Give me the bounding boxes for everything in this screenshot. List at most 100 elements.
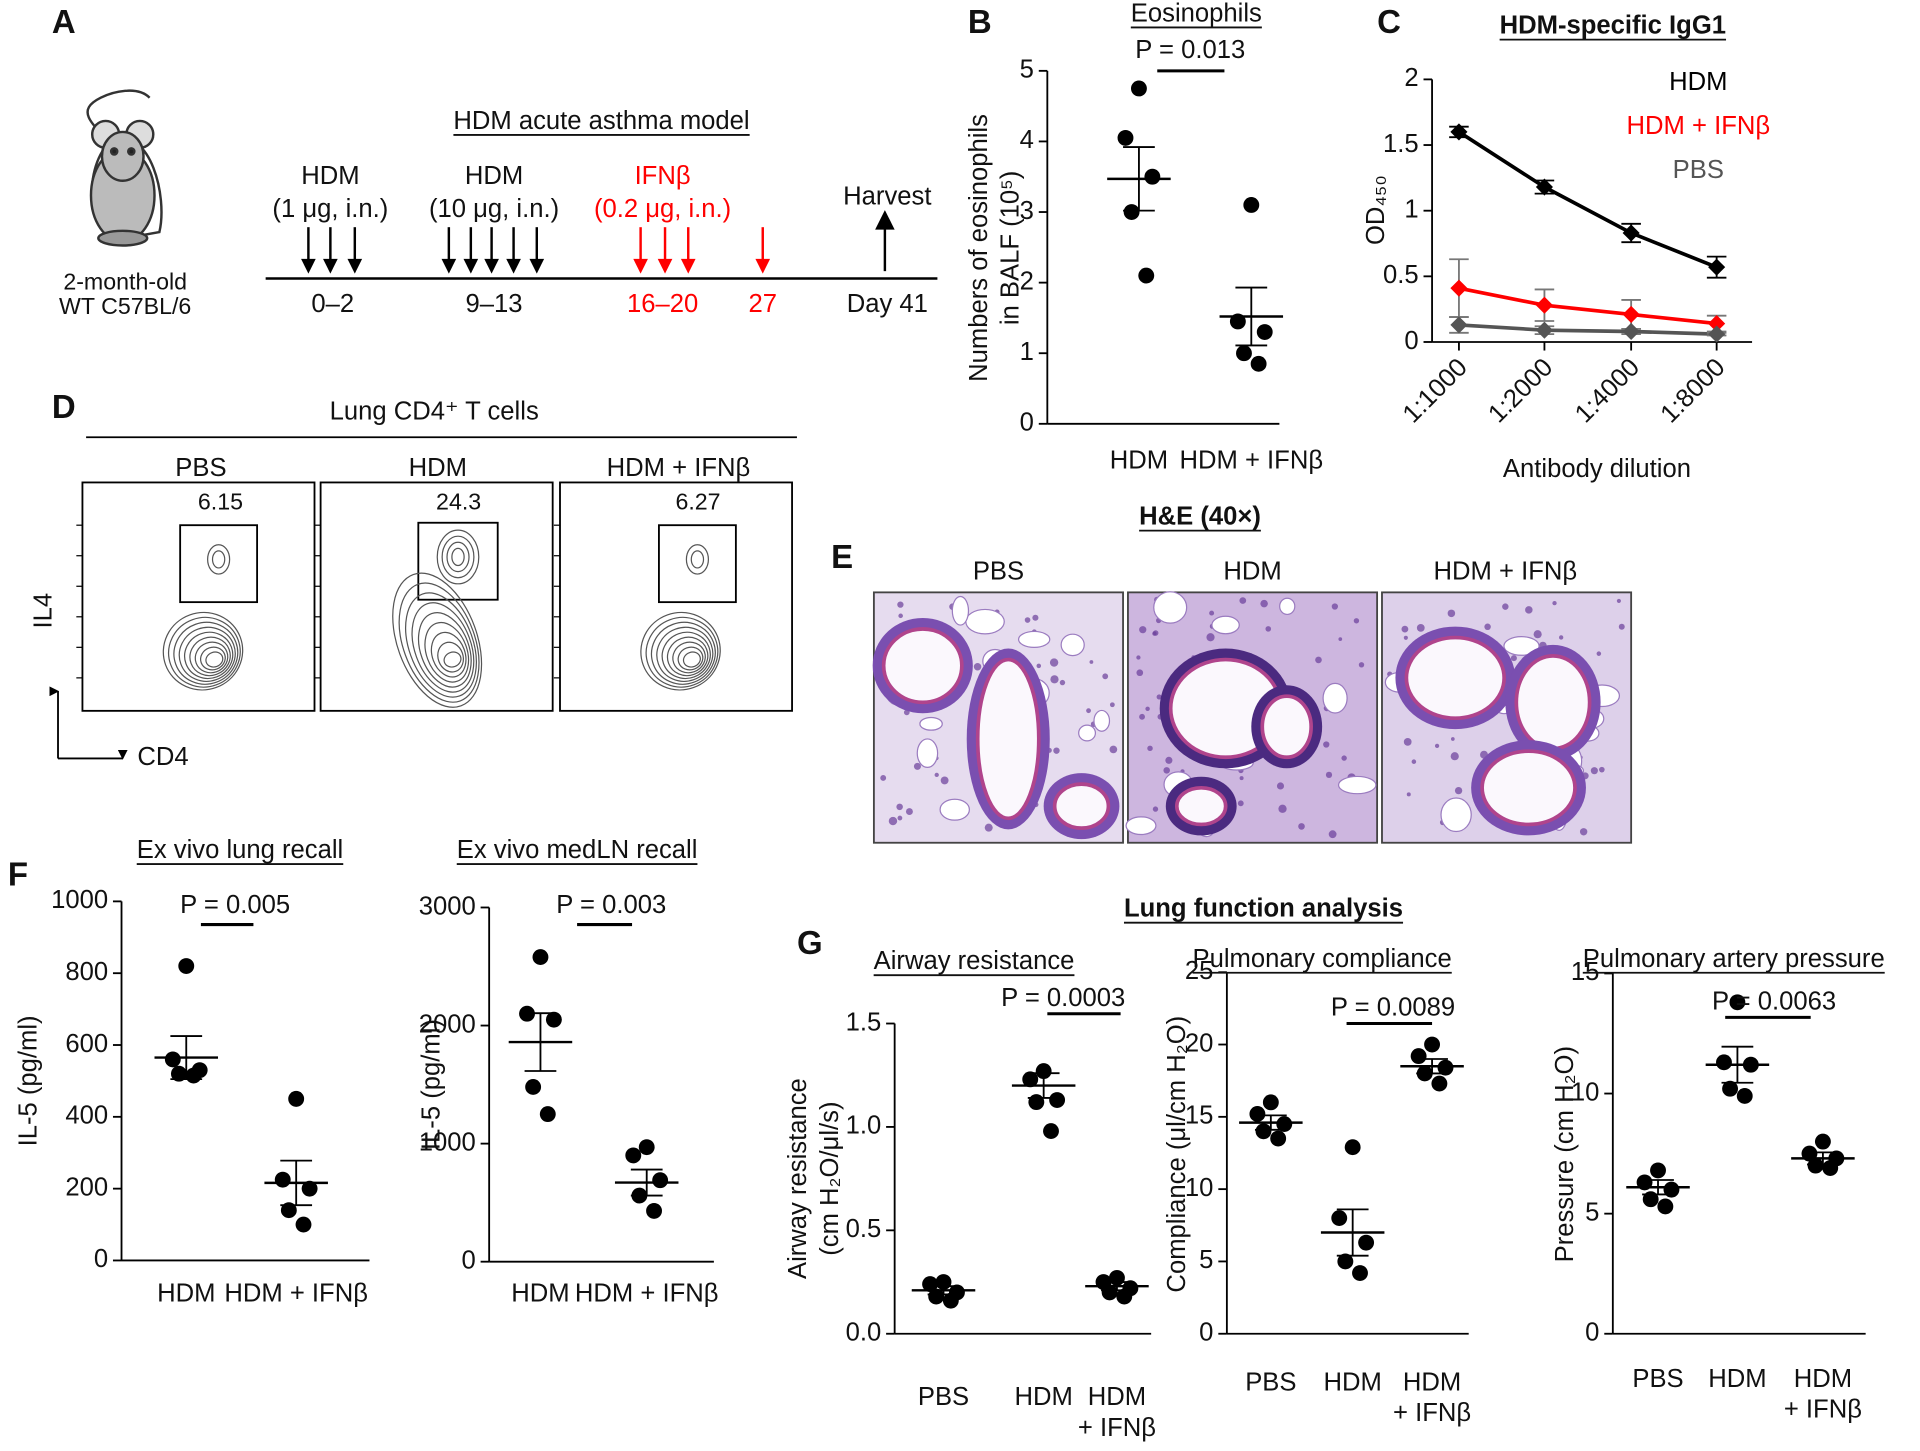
tissue-cell [1579,828,1588,836]
tissue-cell [1089,660,1094,664]
alveolus [1060,633,1085,657]
flow-contour [446,541,470,573]
mouse-age: 2-month-old [63,268,187,294]
gate-value: 24.3 [436,488,481,514]
airway-lumen [975,657,1041,821]
y-axis-label: Pressure (cm H₂O) [1551,1046,1579,1262]
alveolus [1017,630,1051,648]
tissue-cell [1401,625,1409,633]
data-point [1736,1088,1753,1104]
x-tick-label: HDM [1403,1369,1461,1397]
y-tick-label: 1 [1404,195,1418,223]
data-point [1729,994,1746,1011]
flow-contour [398,582,480,703]
mouse-icon [86,89,163,247]
data-point [301,1180,318,1197]
tissue-cell [1049,658,1059,667]
day-label: 9–13 [466,290,523,318]
data-marker [1450,279,1468,297]
y-tick-label: 2 [1020,267,1034,295]
tissue-cell [1109,745,1118,754]
flow-contour [685,544,710,575]
flow-group: HDM + IFNβ [607,454,751,482]
alveolus [951,595,970,626]
data-point [1337,1253,1354,1270]
y-tick-label: 0.0 [846,1319,882,1347]
y-tick-label: 0 [1199,1319,1213,1347]
y-tick-label: 0 [1585,1319,1599,1347]
dose-name: HDM [465,162,523,190]
histology-images [872,591,1633,844]
panel-label: B [968,3,992,40]
tissue-cell [1102,673,1109,680]
data-point [638,1139,655,1156]
tissue-cell [1278,804,1287,813]
tissue-cell [1525,606,1533,614]
dose-detail: (1 μg, i.n.) [272,195,388,223]
tissue-cell [1147,745,1153,752]
p-value: P = 0.0089 [1331,994,1455,1022]
data-point [625,1147,642,1164]
arrow-head [323,258,338,274]
tissue-cell [905,808,913,816]
tissue-cell [1032,614,1039,621]
tissue-cell [1209,610,1215,616]
data-point [928,1288,945,1305]
flow-contour [168,616,241,688]
data-marker [1622,322,1640,341]
flow-contour [173,621,239,685]
alveolus [1337,775,1377,795]
airway-lumen [1514,654,1592,751]
flow-contour [656,626,714,682]
flow-gate [658,524,737,604]
tissue-cell [1050,675,1059,684]
tissue-cell [1323,741,1330,748]
flow-title: Lung CD4⁺ T cells [330,398,539,426]
flow-contour [162,611,244,691]
x-tick-label: PBS [1632,1365,1683,1393]
series-line [1458,286,1717,326]
legend-entry: HDM [1669,68,1727,96]
flow-contour [436,529,480,585]
flow-contour [677,646,704,671]
tissue-cell [913,762,921,770]
data-point [1255,1123,1272,1140]
airway-lumen [1480,749,1577,827]
tissue-cell [973,663,982,671]
flow-contour [411,602,475,693]
tissue-cell [1165,756,1173,764]
alveolus [1440,797,1472,833]
data-point [1130,80,1147,97]
y-tick-label: 10 [1185,1174,1214,1202]
flow-contour [211,550,226,569]
panel-label: C [1377,3,1401,40]
mouse-strain: WT C57BL/6 [59,293,191,319]
tissue-cell [1086,708,1091,714]
flow-contour [424,621,470,683]
tissue-cell [1152,631,1157,636]
flow-contour [682,651,701,668]
data-point [1352,1265,1368,1281]
arrow-head [506,258,521,274]
data-point [1022,1071,1039,1088]
y-tick-label: 1.5 [1383,130,1419,158]
tissue-cell [1406,792,1411,797]
tissue-cell [1036,663,1042,669]
y-tick-label: 1.0 [846,1112,882,1140]
flow-contour [207,544,231,575]
histology-group: HDM + IFNβ [1434,558,1578,586]
y-tick-label: 1000 [51,886,108,914]
y-tick-label: 2 [1404,64,1418,92]
flow-plots [76,481,793,712]
x-tick-label: + IFNβ [1393,1399,1471,1427]
tissue-cell [1618,623,1625,630]
tissue-cell [1139,626,1147,634]
data-point [1807,1157,1824,1174]
data-marker [1622,305,1640,323]
y-tick-label: 0 [1404,327,1418,355]
flow-contour [441,535,475,579]
data-point [274,1171,291,1188]
x-tick-label: HDM [1110,446,1168,474]
